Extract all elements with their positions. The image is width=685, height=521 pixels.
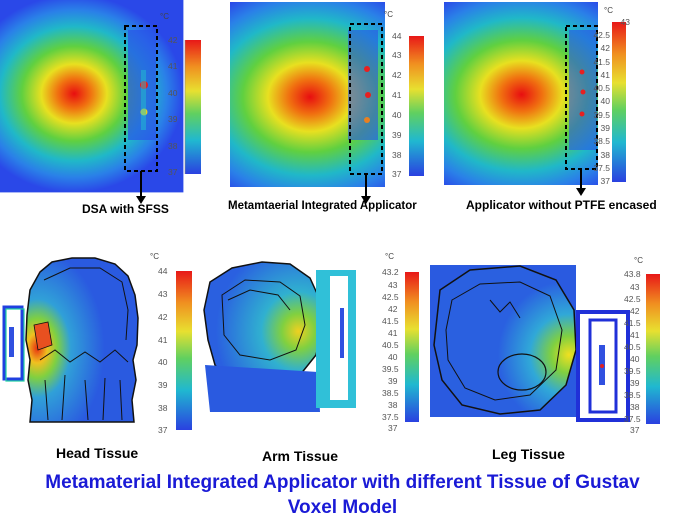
- caption-head: Head Tissue: [56, 445, 139, 461]
- caption-no-ptfe: Applicator without PTFE encased: [466, 198, 657, 212]
- leg-tissue-map: [430, 265, 630, 422]
- caption-dsa: DSA with SFSS: [82, 202, 169, 216]
- arm-tissue-map: [203, 261, 356, 412]
- colorbar-head: [176, 271, 192, 430]
- caption-metamaterial: Metamtaerial Integrated Applicator: [228, 200, 417, 212]
- caption-leg: Leg Tissue: [492, 446, 565, 462]
- caption-arm: Arm Tissue: [262, 448, 338, 464]
- unit-label-3: °C: [604, 6, 613, 15]
- figure-title-line-1: Metamaterial Integrated Applicator with …: [45, 472, 640, 493]
- colorbar-leg: [646, 274, 660, 424]
- unit-label-1: °C: [160, 12, 169, 21]
- thermal-map-dsa: [0, 0, 184, 204]
- unit-label-head: °C: [150, 252, 159, 261]
- colorbar-3: [612, 22, 626, 182]
- unit-label-arm-leg: °C: [385, 252, 394, 261]
- head-tissue-map: [2, 257, 139, 423]
- unit-label-2: °C: [384, 10, 393, 19]
- colorbar-arm-leg: [405, 272, 419, 422]
- colorbar-2: [409, 36, 424, 176]
- unit-label-leg: °C: [634, 256, 643, 265]
- thermal-map-no-ptfe: [444, 2, 598, 196]
- thermal-map-metamaterial: [230, 2, 385, 204]
- figure-title-line-2: Voxel Model: [287, 497, 398, 518]
- colorbar-1: [185, 40, 201, 174]
